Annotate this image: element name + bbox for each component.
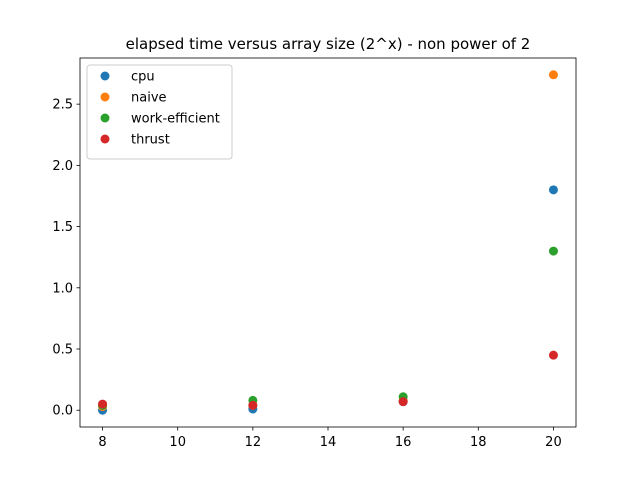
- y-tick-label: 1.5: [52, 220, 73, 235]
- chart-title: elapsed time versus array size (2^x) - n…: [126, 35, 531, 53]
- data-points: [98, 70, 558, 415]
- x-tick-label: 12: [245, 435, 262, 450]
- series-work-efficient: [98, 246, 558, 410]
- legend: cpu naive work-efficient thrust: [86, 64, 233, 160]
- legend-label: thrust: [131, 133, 170, 148]
- series-cpu: [98, 185, 558, 415]
- y-axis: 0.0 0.5 1.0 1.5 2.0 2.5: [52, 98, 80, 419]
- data-point: [548, 70, 558, 80]
- legend-marker: [100, 71, 110, 81]
- legend-label: cpu: [131, 70, 155, 85]
- legend-marker: [100, 92, 110, 102]
- data-point: [548, 246, 558, 256]
- data-point: [398, 397, 408, 407]
- series-thrust: [98, 350, 558, 410]
- data-point: [98, 399, 108, 409]
- x-tick-label: 20: [545, 435, 562, 450]
- x-tick-label: 10: [169, 435, 186, 450]
- data-point: [248, 400, 258, 410]
- y-tick-label: 2.0: [52, 159, 73, 174]
- data-point: [548, 185, 558, 195]
- legend-marker: [100, 113, 110, 123]
- x-axis: 8 10 12 14 16 18 20: [98, 427, 562, 450]
- y-tick-label: 2.5: [52, 98, 73, 113]
- x-tick-label: 18: [470, 435, 487, 450]
- y-tick-label: 0.0: [52, 404, 73, 419]
- y-tick-label: 0.5: [52, 343, 73, 358]
- legend-label: naive: [131, 91, 167, 106]
- data-point: [548, 350, 558, 360]
- y-tick-label: 1.0: [52, 281, 73, 296]
- legend-marker: [100, 134, 110, 144]
- legend-frame: [86, 64, 233, 160]
- x-tick-label: 14: [320, 435, 337, 450]
- x-tick-label: 8: [98, 435, 106, 450]
- legend-label: work-efficient: [131, 112, 220, 127]
- x-tick-label: 16: [395, 435, 412, 450]
